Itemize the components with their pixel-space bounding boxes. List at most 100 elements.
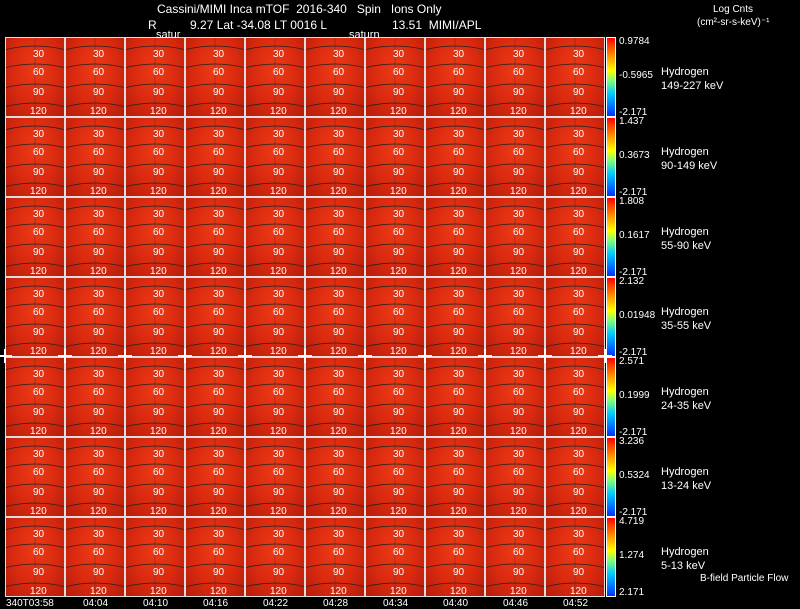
species-label: Hydrogen <box>661 546 709 558</box>
angle-tick-label: 90 <box>513 87 525 98</box>
angle-tick-label: 30 <box>273 129 285 140</box>
time-label: 04:16 <box>203 598 229 609</box>
angle-tick-label: 90 <box>93 487 105 498</box>
angle-tick-label: 60 <box>573 547 585 558</box>
angle-tick-label: 30 <box>453 129 465 140</box>
cross-marker <box>598 349 612 363</box>
time-label: 04:22 <box>263 598 289 609</box>
angle-tick-label: 60 <box>213 147 225 158</box>
angle-tick-label: 60 <box>153 147 165 158</box>
colorbar-min-label: -2.171 <box>619 427 648 438</box>
angle-tick-label: 60 <box>93 387 105 398</box>
cross-marker <box>118 349 132 363</box>
colorbar-min-label: 2.171 <box>619 587 645 598</box>
species-energy-label: Hydrogen 13-24 keV <box>661 465 711 493</box>
angle-tick-label: 90 <box>33 167 45 178</box>
angle-tick-label: 30 <box>393 49 405 60</box>
angle-tick-label: 30 <box>93 449 105 460</box>
angle-tick-label: 60 <box>573 227 585 238</box>
angle-tick-label: 120 <box>330 426 347 437</box>
image-panel: 30 60 90 120 <box>485 37 545 117</box>
energy-range-label: 5-13 keV <box>661 560 706 572</box>
angle-tick-label: 30 <box>213 209 225 220</box>
angle-tick-label: 30 <box>213 529 225 540</box>
time-label: 04:40 <box>443 598 469 609</box>
image-panel: 30 60 90 120 <box>125 117 185 197</box>
position-r-label: R <box>148 18 157 32</box>
angle-tick-label: 60 <box>213 547 225 558</box>
angle-tick-label: 30 <box>393 529 405 540</box>
angle-tick-label: 90 <box>453 407 465 418</box>
angle-tick-label: 90 <box>93 567 105 578</box>
angle-tick-label: 90 <box>93 407 105 418</box>
angle-tick-label: 60 <box>93 547 105 558</box>
angle-tick-label: 60 <box>213 467 225 478</box>
angle-tick-label: 30 <box>213 449 225 460</box>
angle-tick-label: 90 <box>33 567 45 578</box>
image-panel: 30 60 90 120 <box>545 437 605 517</box>
angle-tick-label: 60 <box>513 147 525 158</box>
angle-tick-label: 90 <box>93 247 105 258</box>
angle-tick-label: 60 <box>33 147 45 158</box>
image-panel: 30 60 90 120 <box>245 117 305 197</box>
angle-tick-label: 90 <box>213 87 225 98</box>
angle-tick-label: 120 <box>210 346 227 357</box>
image-panel: 30 60 90 120 <box>185 437 245 517</box>
time-label: 04:52 <box>563 598 589 609</box>
colorbar-max-label: 1.437 <box>619 116 645 127</box>
angle-tick-label: 60 <box>33 467 45 478</box>
angle-tick-label: 120 <box>330 346 347 357</box>
angle-tick-label: 30 <box>513 289 525 300</box>
angle-tick-label: 60 <box>153 67 165 78</box>
angle-tick-label: 90 <box>393 567 405 578</box>
angle-tick-label: 60 <box>333 387 345 398</box>
panel-row: 30 60 90 120 30 60 90 120 30 60 90 120 30 60 90 120 30 60… <box>5 277 605 357</box>
angle-tick-label: 30 <box>333 369 345 380</box>
image-panel: 30 60 90 120 <box>485 277 545 357</box>
panel-row: 30 60 90 120 30 60 90 120 30 60 90 120 30 60 90 120 30 60… <box>5 37 605 117</box>
angle-tick-label: 120 <box>90 266 107 277</box>
image-panel: 30 60 90 120 <box>425 437 485 517</box>
angle-tick-label: 90 <box>153 167 165 178</box>
image-panel: 30 60 90 120 <box>485 117 545 197</box>
angle-tick-label: 60 <box>513 67 525 78</box>
image-panel: 30 60 90 120 <box>365 37 425 117</box>
angle-tick-label: 30 <box>93 289 105 300</box>
angle-tick-label: 120 <box>330 106 347 117</box>
units-label: Log Cnts <box>713 4 754 15</box>
image-panel-grid: 30 60 90 120 30 60 90 120 30 60 90 120 30 60 90 120 30 60… <box>5 37 605 597</box>
colorbar <box>606 517 616 597</box>
angle-tick-label: 60 <box>573 307 585 318</box>
angle-tick-label: 60 <box>453 467 465 478</box>
colorbar-mid-label: -0.5965 <box>619 70 653 81</box>
angle-tick-label: 120 <box>390 106 407 117</box>
saturn-label-b: saturn <box>349 29 380 41</box>
angle-tick-label: 60 <box>513 547 525 558</box>
colorbar-mid-label: 0.1617 <box>619 230 650 241</box>
image-panel: 30 60 90 120 <box>485 517 545 597</box>
angle-tick-label: 30 <box>513 49 525 60</box>
angle-tick-label: 90 <box>333 407 345 418</box>
angle-tick-label: 30 <box>333 449 345 460</box>
angle-tick-label: 60 <box>273 147 285 158</box>
angle-tick-label: 30 <box>153 129 165 140</box>
panel-row: 30 60 90 120 30 60 90 120 30 60 90 120 30 60 90 120 30 60… <box>5 117 605 197</box>
angle-tick-label: 60 <box>93 67 105 78</box>
angle-tick-label: 90 <box>33 407 45 418</box>
angle-tick-label: 90 <box>453 327 465 338</box>
image-panel: 30 60 90 120 <box>65 37 125 117</box>
angle-tick-label: 90 <box>453 487 465 498</box>
image-panel: 30 60 90 120 <box>485 197 545 277</box>
image-panel: 30 60 90 120 <box>245 437 305 517</box>
angle-tick-label: 120 <box>510 186 527 197</box>
angle-tick-label: 90 <box>153 247 165 258</box>
angle-tick-label: 120 <box>510 266 527 277</box>
angle-tick-label: 30 <box>393 289 405 300</box>
angle-tick-label: 30 <box>213 49 225 60</box>
angle-tick-label: 90 <box>333 167 345 178</box>
angle-tick-label: 30 <box>273 49 285 60</box>
angle-tick-label: 90 <box>393 327 405 338</box>
angle-tick-label: 90 <box>573 567 585 578</box>
angle-tick-label: 60 <box>273 227 285 238</box>
cross-marker <box>238 349 252 363</box>
